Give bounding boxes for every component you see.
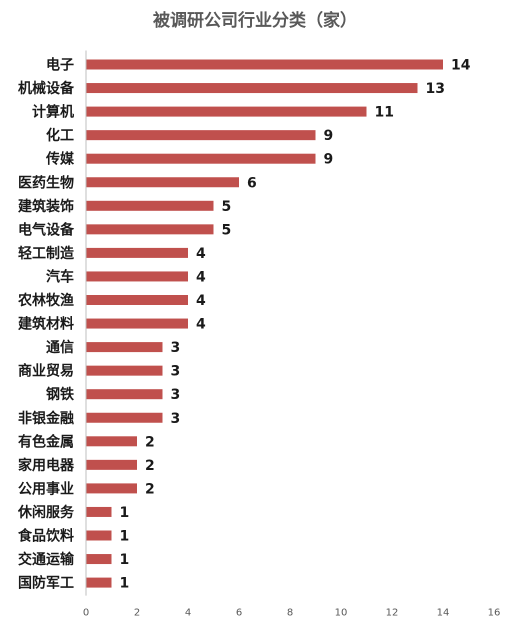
data-label: 2 <box>145 481 155 497</box>
category-label: 传媒 <box>45 151 75 168</box>
category-label: 食品饮料 <box>18 528 74 545</box>
bar <box>86 506 112 517</box>
category-label: 交通运输 <box>18 551 75 568</box>
bar <box>86 247 188 258</box>
bar <box>86 106 367 117</box>
x-tick-label: 8 <box>287 608 293 619</box>
category-label: 计算机 <box>32 104 74 121</box>
chart-title: 被调研公司行业分类（家） <box>153 10 357 31</box>
bar <box>86 483 137 494</box>
data-label: 4 <box>196 269 206 285</box>
data-label: 1 <box>120 576 130 592</box>
data-label: 13 <box>426 81 445 97</box>
x-tick-label: 4 <box>185 608 191 619</box>
x-tick-label: 2 <box>134 608 140 619</box>
category-label: 电气设备 <box>18 221 75 238</box>
bar <box>86 177 239 188</box>
data-label: 3 <box>171 364 181 380</box>
category-label: 有色金属 <box>18 433 74 450</box>
data-label: 6 <box>247 175 257 191</box>
category-label: 汽车 <box>46 268 74 285</box>
bar <box>86 577 112 588</box>
data-label: 1 <box>120 505 130 521</box>
x-tick-label: 6 <box>236 608 242 619</box>
bar <box>86 295 188 305</box>
category-label: 公用事业 <box>18 480 74 497</box>
category-label: 国防军工 <box>18 575 74 592</box>
data-label: 1 <box>120 529 130 545</box>
bar <box>86 83 418 94</box>
x-tick-label: 16 <box>488 608 501 619</box>
data-label: 2 <box>145 458 155 474</box>
category-label: 钢铁 <box>46 386 74 403</box>
data-label: 9 <box>324 128 334 144</box>
data-label: 9 <box>324 152 334 168</box>
x-tick-label: 12 <box>386 608 399 619</box>
bar <box>86 389 163 400</box>
category-label: 商业贸易 <box>18 363 74 380</box>
data-label: 5 <box>222 222 232 238</box>
category-label: 建筑材料 <box>18 316 74 333</box>
category-label: 农林牧渔 <box>17 292 74 309</box>
x-tick-label: 0 <box>83 608 89 619</box>
bar <box>86 318 188 329</box>
data-label: 3 <box>171 387 181 403</box>
data-label: 3 <box>171 411 181 427</box>
category-label: 家用电器 <box>18 457 75 474</box>
category-label: 医药生物 <box>18 174 74 191</box>
category-label: 休闲服务 <box>17 504 75 521</box>
bar <box>86 130 316 141</box>
x-tick-label: 14 <box>437 608 450 619</box>
category-label: 机械设备 <box>18 80 75 97</box>
category-label: 电子 <box>46 57 74 74</box>
bar <box>86 436 137 447</box>
bar <box>86 365 163 376</box>
category-label: 非银金融 <box>18 410 74 427</box>
bar <box>86 200 214 211</box>
data-label: 5 <box>222 199 232 215</box>
data-label: 4 <box>196 317 206 333</box>
bar <box>86 59 443 70</box>
data-label: 14 <box>451 58 471 74</box>
x-tick-label: 10 <box>335 608 348 619</box>
data-label: 11 <box>375 105 394 121</box>
category-label: 通信 <box>46 339 74 356</box>
data-label: 4 <box>196 246 206 262</box>
category-label: 轻工制造 <box>18 245 74 262</box>
x-axis: 0 2 4 6 8 10 12 14 16 <box>83 50 501 619</box>
data-label: 1 <box>120 552 130 568</box>
bar <box>86 342 163 353</box>
category-label: 建筑装饰 <box>18 198 74 215</box>
category-label: 化工 <box>46 127 74 144</box>
bar <box>86 224 214 235</box>
bar <box>86 459 137 470</box>
data-label: 4 <box>196 293 206 309</box>
data-label: 2 <box>145 434 155 450</box>
data-label: 3 <box>171 340 181 356</box>
bar <box>86 271 188 282</box>
bar <box>86 530 112 541</box>
bar <box>86 412 163 423</box>
bar <box>86 554 112 565</box>
bar <box>86 153 316 164</box>
